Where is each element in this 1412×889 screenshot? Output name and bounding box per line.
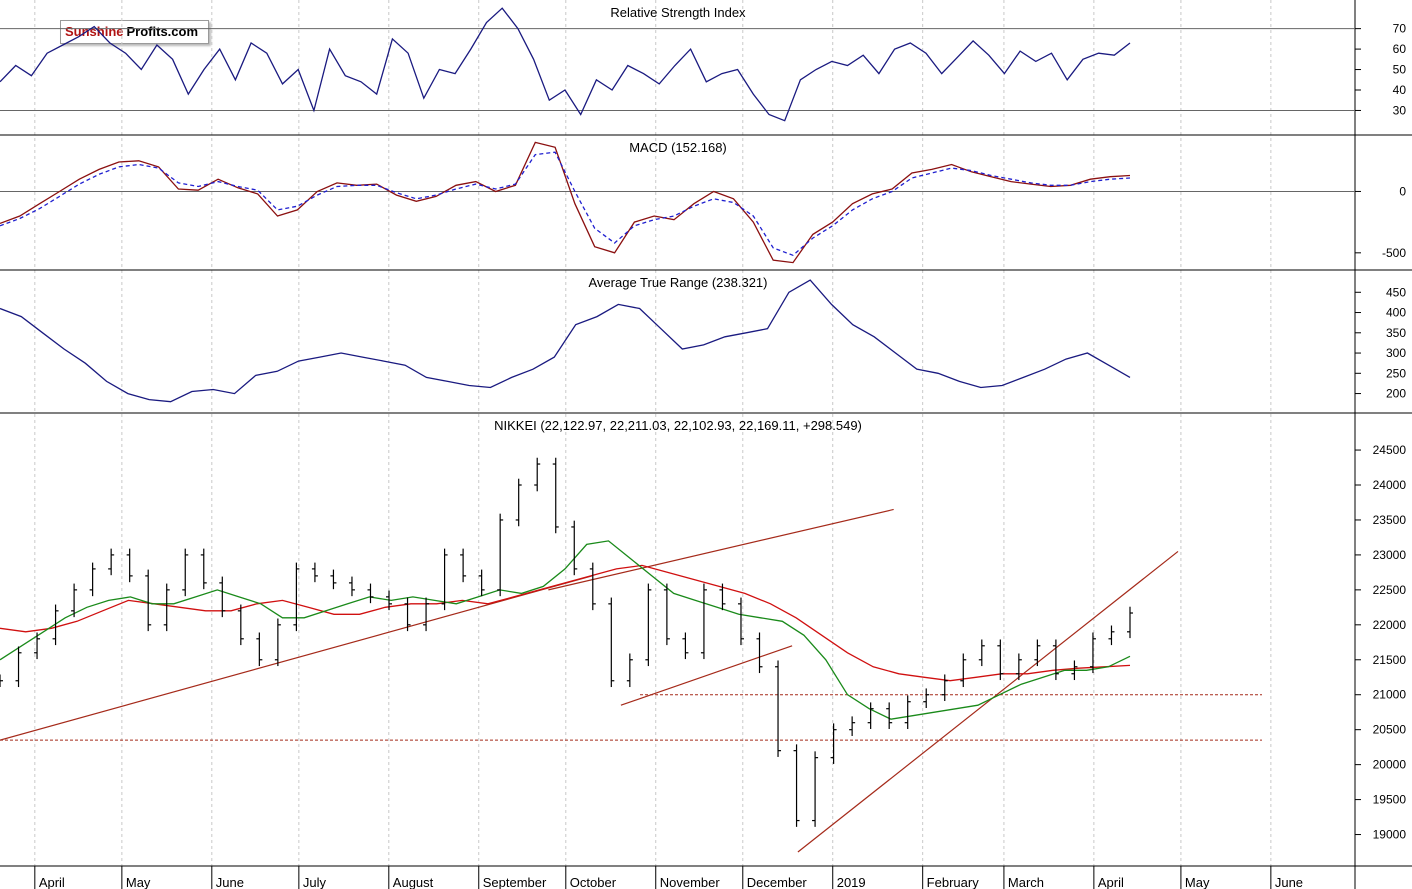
y-tick-label: 22000 — [1373, 618, 1407, 632]
x-axis-label: 2019 — [837, 875, 866, 889]
moving-average-long — [0, 564, 1131, 682]
y-tick-label: 300 — [1386, 346, 1406, 360]
y-tick-label: 250 — [1386, 366, 1406, 380]
panel-title: Average True Range (238.321) — [589, 275, 768, 290]
y-tick-label: 20000 — [1373, 758, 1407, 772]
trendline — [0, 575, 593, 741]
y-tick-label: 30 — [1393, 103, 1407, 117]
x-axis-label: April — [1098, 875, 1124, 889]
trendline — [620, 645, 793, 706]
x-axis-label: June — [216, 875, 244, 889]
y-tick-label: 200 — [1386, 387, 1406, 401]
y-tick-label: 400 — [1386, 306, 1406, 320]
x-axis-label: September — [483, 875, 547, 889]
x-axis-label: March — [1008, 875, 1044, 889]
trendline — [548, 508, 894, 591]
y-tick-label: 24000 — [1373, 478, 1407, 492]
y-tick-label: 450 — [1386, 285, 1406, 299]
trendline — [797, 550, 1179, 853]
y-tick-label: 23000 — [1373, 548, 1407, 562]
x-axis-label: December — [747, 875, 808, 889]
atr-line — [0, 279, 1131, 403]
y-tick-label: 19500 — [1373, 793, 1407, 807]
x-axis-label: July — [303, 875, 327, 889]
rsi-line — [0, 7, 1131, 122]
x-axis-label: February — [927, 875, 980, 889]
y-tick-label: 21500 — [1373, 653, 1407, 667]
y-tick-label: 60 — [1393, 42, 1407, 56]
y-tick-label: 22500 — [1373, 583, 1407, 597]
y-tick-label: 70 — [1393, 22, 1407, 36]
x-axis-label: August — [393, 875, 434, 889]
macd-line — [0, 141, 1131, 264]
x-axis-label: June — [1275, 875, 1303, 889]
y-tick-label: 23500 — [1373, 513, 1407, 527]
y-tick-label: 50 — [1393, 63, 1407, 77]
y-tick-label: 350 — [1386, 326, 1406, 340]
panel-title: MACD (152.168) — [629, 140, 727, 155]
y-tick-label: -500 — [1382, 246, 1406, 260]
y-tick-label: 21000 — [1373, 688, 1407, 702]
x-axis-label: April — [39, 875, 65, 889]
x-axis-label: October — [570, 875, 617, 889]
y-tick-label: 19000 — [1373, 828, 1407, 842]
x-axis-label: May — [126, 875, 151, 889]
moving-average-short — [0, 540, 1131, 720]
x-axis-label: November — [660, 875, 721, 889]
y-tick-label: 40 — [1393, 83, 1407, 97]
macd-signal-line — [0, 151, 1131, 257]
panel-title: Relative Strength Index — [610, 5, 746, 20]
x-axis-label: May — [1185, 875, 1210, 889]
y-tick-label: 20500 — [1373, 723, 1407, 737]
logo-part-profits: Profits.com — [125, 21, 209, 43]
panel-title: NIKKEI (22,122.97, 22,211.03, 22,102.93,… — [494, 418, 862, 433]
y-tick-label: 24500 — [1373, 443, 1407, 457]
y-tick-label: 0 — [1399, 184, 1406, 198]
